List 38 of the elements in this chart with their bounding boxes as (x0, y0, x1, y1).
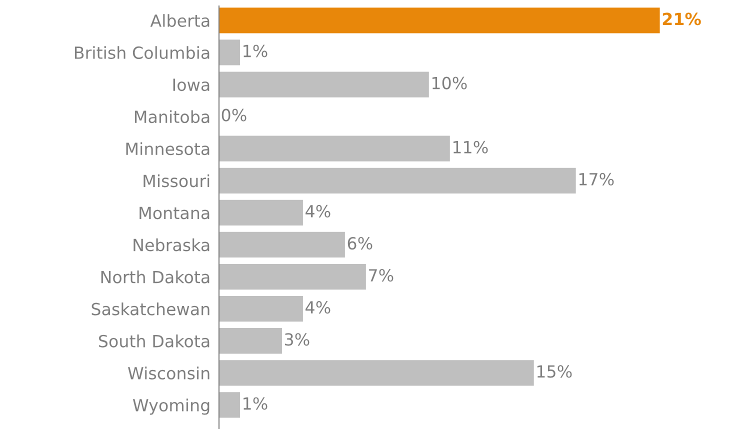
bar (219, 168, 576, 194)
data-label: 17% (579, 172, 614, 186)
data-label: 11% (453, 140, 488, 154)
bar (219, 232, 345, 258)
bar (219, 264, 366, 290)
bar (219, 328, 282, 354)
y-tick-label: Alberta (150, 14, 210, 27)
data-label: 15% (537, 365, 572, 378)
y-tick-label: Nebraska (134, 238, 210, 252)
y-tick-label: Montana (140, 206, 210, 220)
y-tick-label: South Dakota (98, 334, 210, 348)
y-tick-label: Wyoming (132, 398, 210, 415)
y-tick-label: Wisconsin (128, 366, 210, 380)
y-tick-label: North Dakota (101, 270, 210, 284)
bar (219, 8, 660, 34)
y-tick-label: Missouri (144, 174, 210, 188)
data-label: 4% (306, 204, 330, 218)
y-tick-label: Manitoba (134, 110, 210, 124)
data-label: 0% (222, 108, 246, 122)
bar (219, 392, 240, 418)
bar (219, 40, 240, 66)
bar (219, 136, 450, 162)
data-label: 7% (369, 269, 394, 282)
y-tick-label: Saskatchewan (92, 302, 210, 316)
data-label: 4% (306, 301, 330, 314)
data-label: 1% (244, 397, 268, 410)
bar (219, 296, 303, 322)
data-label: 3% (285, 333, 310, 346)
y-tick-label: Minnesota (126, 142, 210, 156)
y-tick-label: British Columbia (74, 46, 210, 60)
y-tick-label: Iowa (173, 78, 210, 92)
data-label: 10% (432, 76, 467, 90)
data-label: 1% (244, 44, 268, 58)
bar (219, 72, 429, 98)
bar (219, 360, 534, 386)
data-label: 21% (662, 12, 701, 26)
data-label: 6% (348, 236, 372, 250)
bar (219, 200, 303, 226)
